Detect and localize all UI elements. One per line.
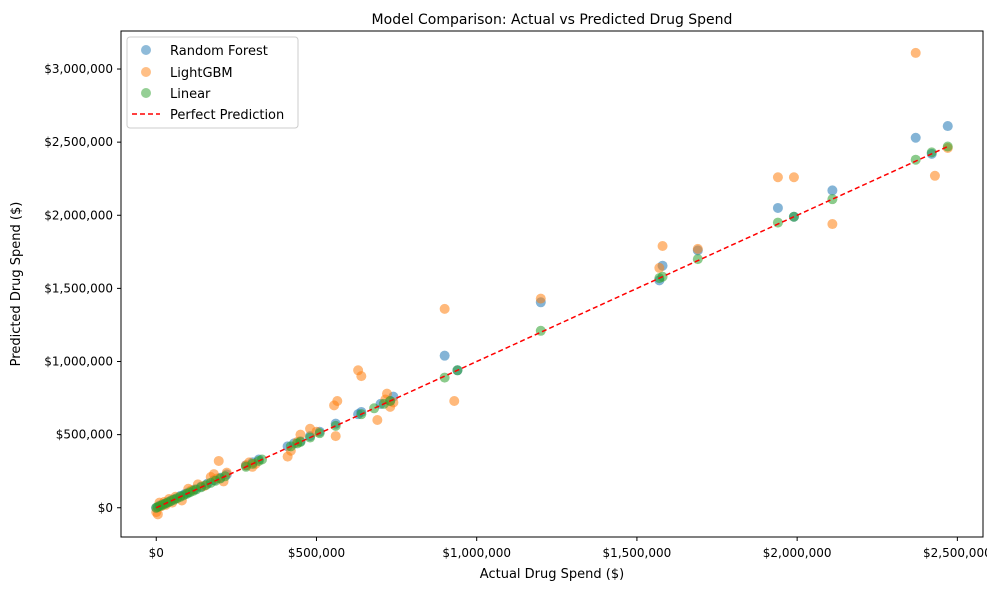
legend-marker-random-forest xyxy=(141,45,151,55)
point-lightgbm xyxy=(827,219,838,230)
x-axis-label: Actual Drug Spend ($) xyxy=(480,567,624,582)
point-linear xyxy=(827,194,838,205)
x-tick-label: $1,000,000 xyxy=(442,546,511,560)
point-random-forest xyxy=(910,132,921,143)
point-linear xyxy=(439,372,450,383)
plot-frame xyxy=(120,30,984,538)
y-tick-label: $3,000,000 xyxy=(44,62,113,76)
point-linear xyxy=(942,141,953,152)
x-axis: $0 $500,000 $1,000,000 $1,500,000 $2,000,000… xyxy=(149,537,987,560)
point-lightgbm xyxy=(772,172,783,183)
y-tick-label: $2,000,000 xyxy=(44,208,113,222)
y-tick-label: $500,000 xyxy=(56,428,113,442)
legend-label-random-forest: Random Forest xyxy=(170,44,268,59)
point-linear xyxy=(330,420,341,431)
point-lightgbm xyxy=(654,262,665,273)
perfect-prediction-line xyxy=(155,145,949,509)
legend-label-perfect-prediction: Perfect Prediction xyxy=(170,108,284,123)
x-tick-label: $2,000,000 xyxy=(763,546,832,560)
x-tick-label: $2,500,000 xyxy=(923,546,987,560)
y-axis: $0 $500,000 $1,000,000 $1,500,000 $2,000,000… xyxy=(44,62,121,515)
x-tick-label: $0 xyxy=(149,546,164,560)
y-tick-label: $1,500,000 xyxy=(44,281,113,295)
legend-box xyxy=(126,36,299,129)
chart-title: Model Comparison: Actual vs Predicted Dr… xyxy=(372,12,733,28)
point-linear xyxy=(369,403,380,414)
point-linear xyxy=(910,154,921,165)
point-lightgbm xyxy=(449,395,460,406)
point-lightgbm xyxy=(788,172,799,183)
point-random-forest xyxy=(439,350,450,361)
point-lightgbm xyxy=(332,395,343,406)
x-tick-label: $1,500,000 xyxy=(603,546,672,560)
legend: Random Forest LightGBM Linear Perfect Pr… xyxy=(126,36,299,129)
point-lightgbm xyxy=(330,431,341,442)
point-lightgbm xyxy=(910,47,921,58)
point-lightgbm xyxy=(929,170,940,181)
x-tick-label: $500,000 xyxy=(288,546,345,560)
point-random-forest xyxy=(827,185,838,196)
point-lightgbm xyxy=(356,371,367,382)
point-linear xyxy=(295,436,306,447)
point-lightgbm xyxy=(372,415,383,426)
legend-marker-linear xyxy=(141,88,151,98)
y-tick-label: $2,500,000 xyxy=(44,135,113,149)
point-linear xyxy=(772,217,783,228)
legend-label-lightgbm: LightGBM xyxy=(170,66,233,81)
point-lightgbm xyxy=(213,455,224,466)
point-linear xyxy=(692,254,703,265)
point-random-forest xyxy=(772,202,783,213)
point-lightgbm xyxy=(692,243,703,254)
plot-area xyxy=(151,47,953,520)
y-tick-label: $1,000,000 xyxy=(44,355,113,369)
point-lightgbm xyxy=(295,429,306,440)
legend-marker-lightgbm xyxy=(141,67,151,77)
y-axis-label: Predicted Drug Spend ($) xyxy=(9,202,24,367)
point-lightgbm xyxy=(439,303,450,314)
point-lightgbm xyxy=(657,240,668,251)
legend-label-linear: Linear xyxy=(170,87,211,102)
y-tick-label: $0 xyxy=(98,501,113,515)
point-lightgbm xyxy=(535,293,546,304)
point-random-forest xyxy=(942,121,953,132)
